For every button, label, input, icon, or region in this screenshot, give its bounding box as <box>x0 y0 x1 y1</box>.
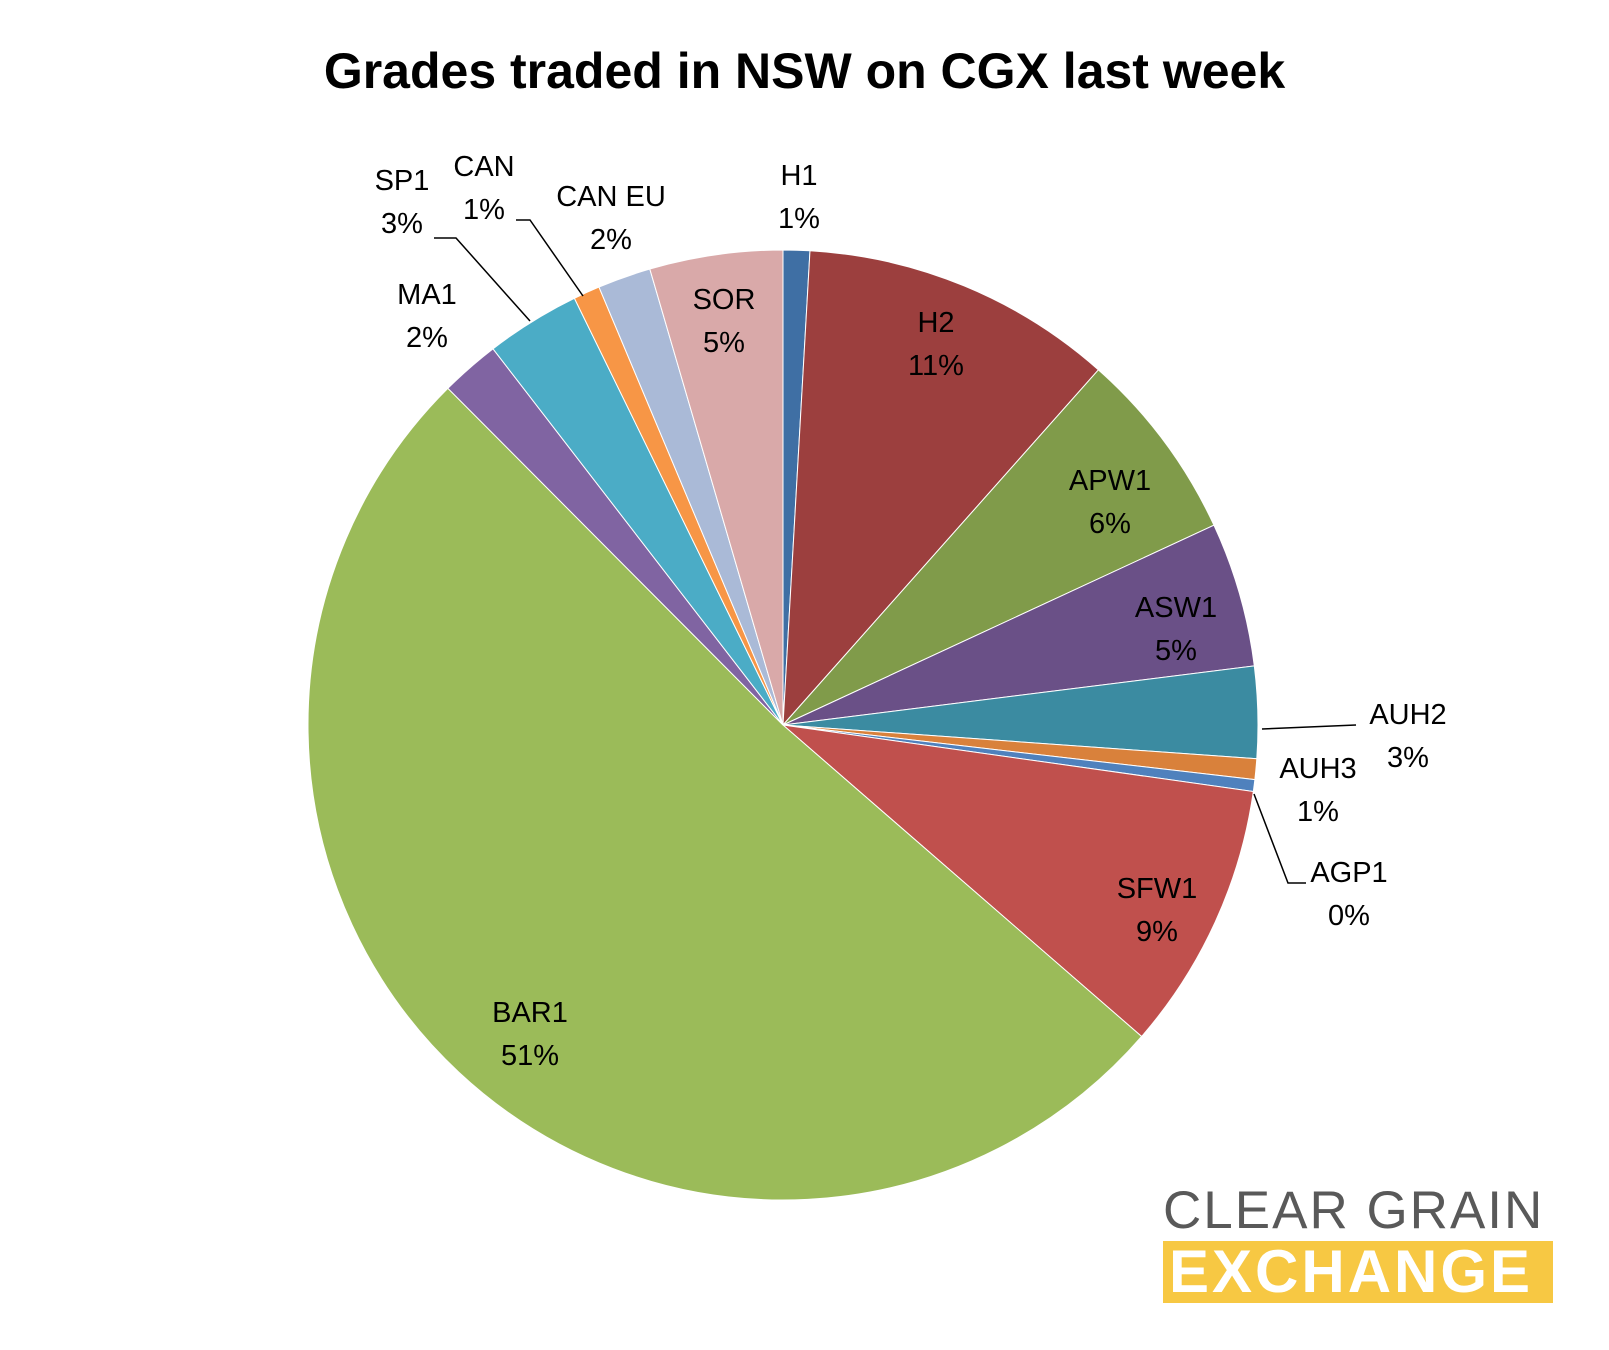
slice-label-h2: H2 <box>917 307 954 339</box>
slice-sfw1 <box>781 724 1254 1038</box>
slice-label-ma1: MA1 <box>397 279 457 311</box>
chart-title: Grades traded in NSW on CGX last week <box>323 43 1286 99</box>
slice-percent-asw1: 5% <box>1155 635 1197 667</box>
leader-line-agp1 <box>1253 793 1306 884</box>
slice-percent-apw1: 6% <box>1089 508 1131 540</box>
slice-percent-h2: 11% <box>908 350 964 382</box>
slice-label-sp1: SP1 <box>375 165 430 197</box>
leader-lines <box>434 219 1357 884</box>
slice-sor <box>649 249 784 726</box>
slice-label-asw1: ASW1 <box>1135 592 1217 624</box>
slice-percent-sor: 5% <box>703 327 745 359</box>
leader-line-auh2 <box>1261 724 1357 730</box>
slice-percent-agp1: 0% <box>1328 900 1370 932</box>
slice-labels: H1 1% H2 11% APW1 6% ASW1 5% AUH2 3% AUH3 1% AGP1 0% S… <box>375 151 1447 1072</box>
slice-h2 <box>782 250 1100 727</box>
slice-label-h1: H1 <box>780 160 817 192</box>
slice-percent-auh2: 3% <box>1387 742 1429 774</box>
slice-apw1 <box>782 369 1215 726</box>
leader-line-can <box>516 219 584 297</box>
slice-label-auh2: AUH2 <box>1369 699 1446 731</box>
clear-grain-exchange-logo: CLEAR GRAIN EXCHANGE <box>1163 1183 1553 1303</box>
leader-line-sp1 <box>434 237 531 322</box>
slice-percent-auh3: 1% <box>1297 796 1339 828</box>
slice-percent-sp1: 3% <box>381 208 423 240</box>
slice-asw1 <box>782 524 1255 726</box>
slice-percent-bar1: 51% <box>501 1040 559 1072</box>
slice-label-agp1: AGP1 <box>1310 857 1387 889</box>
pie-slices <box>307 249 1259 1201</box>
slice-percent-ma1: 2% <box>406 322 448 354</box>
slice-label-sor: SOR <box>693 284 756 316</box>
slice-label-auh3: AUH3 <box>1279 753 1356 785</box>
slice-percent-can-eu: 2% <box>590 224 632 256</box>
slice-label-sfw1: SFW1 <box>1117 873 1198 905</box>
slice-percent-sfw1: 9% <box>1136 916 1178 948</box>
logo-line-exchange: EXCHANGE <box>1163 1241 1553 1303</box>
slice-percent-can: 1% <box>463 194 505 226</box>
slice-bar1 <box>307 387 1143 1201</box>
slice-label-can: CAN <box>453 151 514 183</box>
slice-percent-h1: 1% <box>778 203 820 235</box>
slice-label-apw1: APW1 <box>1069 465 1151 497</box>
slice-label-bar1: BAR1 <box>492 997 568 1029</box>
slice-label-can-eu: CAN EU <box>556 181 666 213</box>
logo-line-clear-grain: CLEAR GRAIN <box>1163 1181 1545 1240</box>
